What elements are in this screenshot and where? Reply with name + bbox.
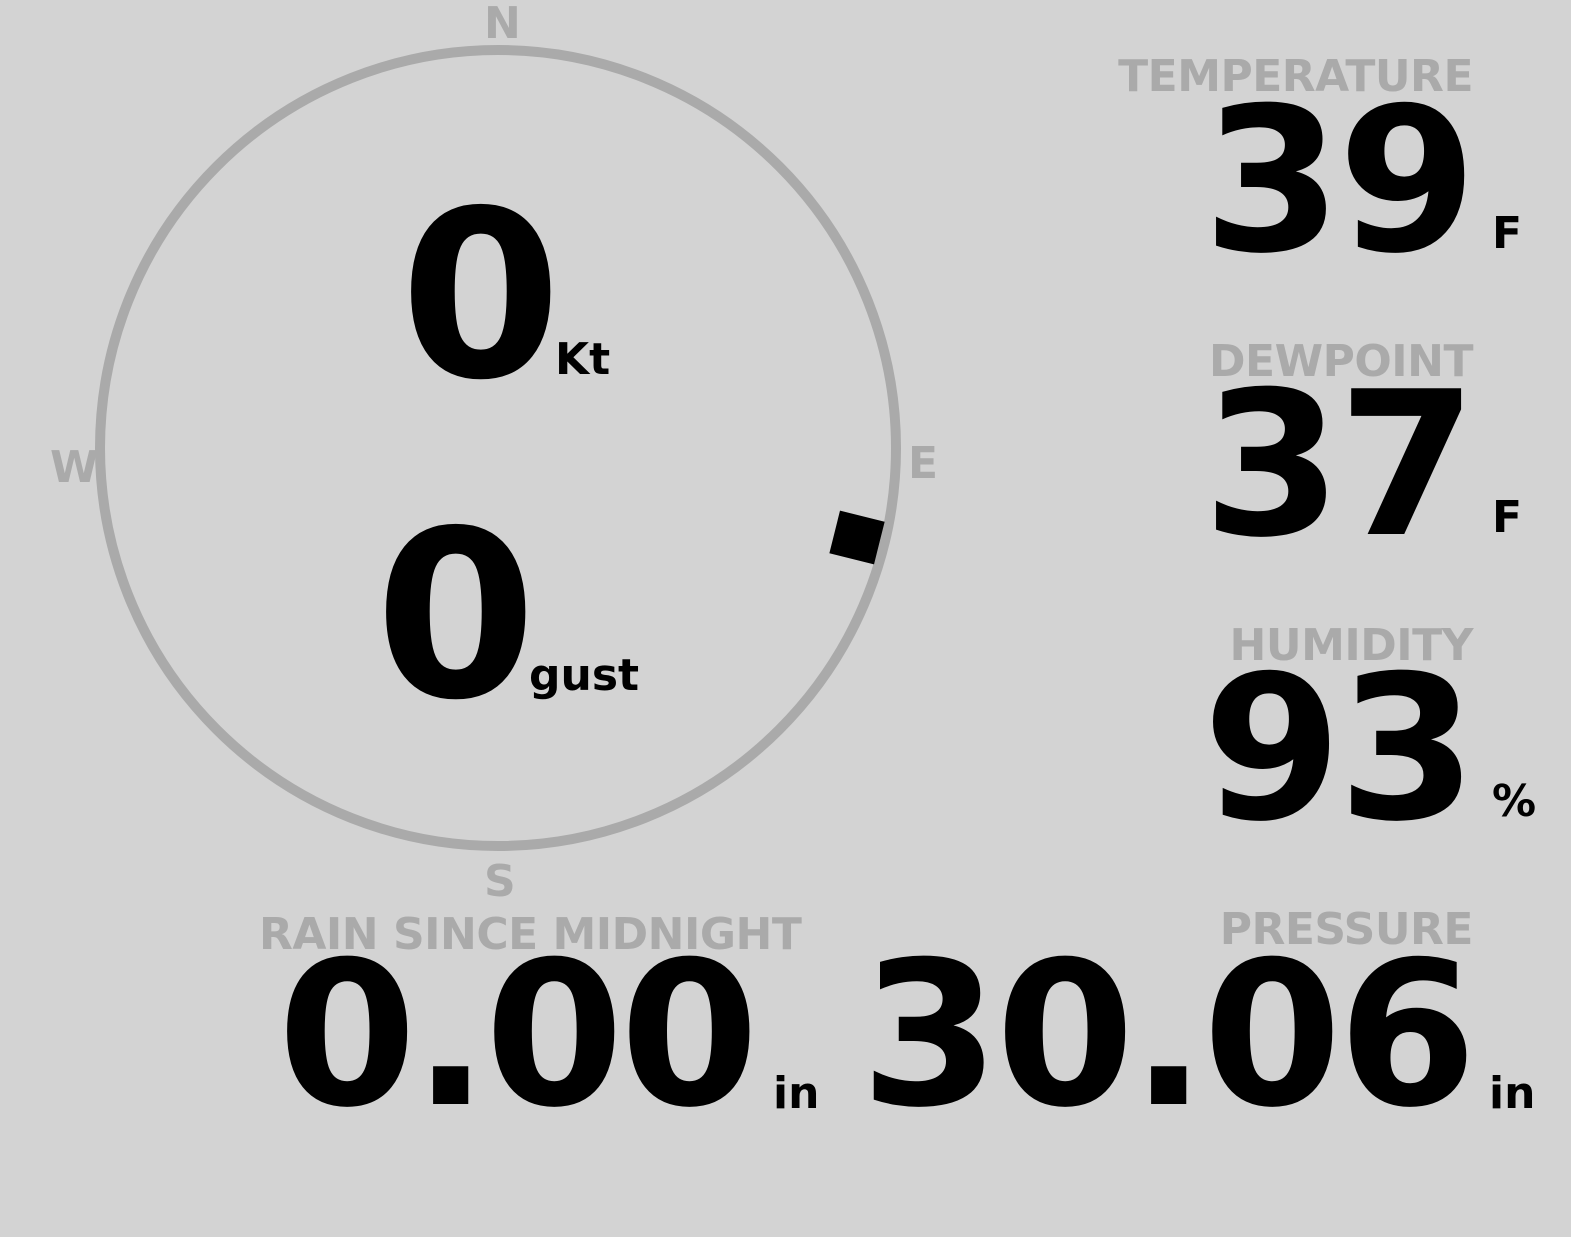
temperature-value: 39 — [1202, 65, 1477, 298]
humidity-label: HUMIDITY — [1229, 620, 1474, 671]
rain-value: 0.00 — [277, 919, 759, 1152]
compass-south-label: S — [484, 856, 516, 907]
wind-speed-value: 0 — [400, 161, 561, 431]
temperature-unit: F — [1492, 208, 1523, 259]
dewpoint-value: 37 — [1202, 349, 1477, 582]
dewpoint-unit: F — [1492, 492, 1523, 543]
wind-gust-unit: gust — [529, 650, 640, 701]
rain-unit: in — [773, 1068, 820, 1119]
temperature-label: TEMPERATURE — [1118, 51, 1473, 102]
compass-west-label: W — [50, 442, 99, 493]
wind-speed-unit: Kt — [555, 334, 611, 385]
pressure-unit: in — [1489, 1068, 1536, 1119]
compass-ring — [95, 45, 901, 851]
pressure-value: 30.06 — [860, 919, 1477, 1152]
humidity-unit: % — [1492, 776, 1537, 827]
humidity-value: 93 — [1202, 633, 1477, 866]
dewpoint-label: DEWPOINT — [1209, 336, 1473, 387]
pressure-label: PRESSURE — [1219, 904, 1474, 955]
compass-east-label: E — [908, 438, 938, 489]
compass-north-label: N — [484, 0, 521, 49]
wind-gust-value: 0 — [375, 481, 536, 751]
wind-direction-marker — [829, 510, 885, 565]
rain-label: RAIN SINCE MIDNIGHT — [259, 909, 802, 960]
